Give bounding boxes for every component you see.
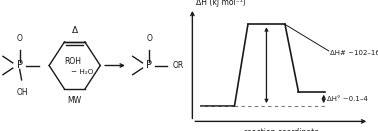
Text: Δ: Δ — [71, 26, 78, 35]
Text: MW: MW — [68, 96, 82, 105]
Text: ΔH° ~0.1–4: ΔH° ~0.1–4 — [327, 96, 368, 102]
Text: reaction coordinate: reaction coordinate — [244, 127, 319, 131]
Text: − H₂O: − H₂O — [71, 69, 94, 75]
Text: OH: OH — [17, 88, 28, 97]
Text: ΔH (kJ mol⁻¹): ΔH (kJ mol⁻¹) — [196, 0, 245, 7]
Text: P: P — [17, 61, 23, 70]
Text: ROH: ROH — [64, 57, 81, 66]
Text: OR: OR — [173, 61, 184, 70]
Text: P: P — [146, 61, 152, 70]
Text: O: O — [146, 34, 152, 43]
Text: O: O — [17, 34, 23, 43]
Text: ΔH# ~102–161: ΔH# ~102–161 — [330, 50, 378, 56]
